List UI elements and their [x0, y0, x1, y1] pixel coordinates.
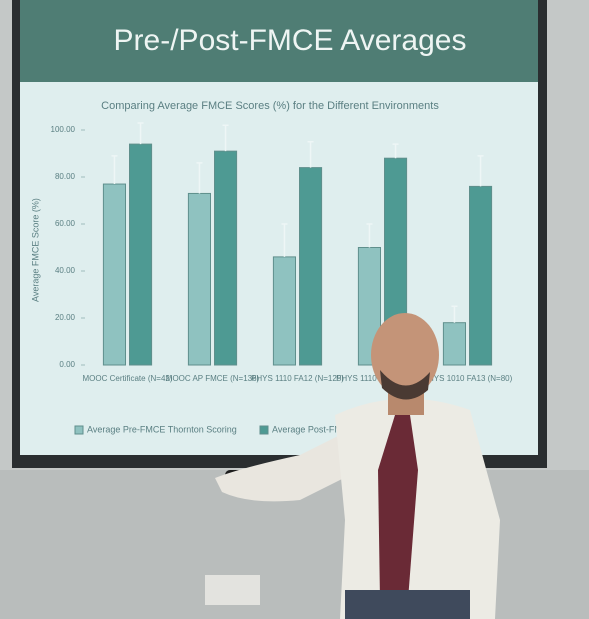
y-tick-label: 100.00: [51, 125, 76, 134]
legend-label: Average Pre-FMCE Thornton Scoring: [87, 424, 237, 434]
bar: [215, 151, 237, 365]
y-tick-label: 0.00: [59, 360, 75, 369]
shirt: [335, 399, 500, 619]
legend-swatch: [75, 426, 83, 434]
bar: [443, 323, 465, 365]
page: {"chart_data": {"type": "bar", "title": …: [0, 0, 589, 619]
legend-swatch: [260, 426, 268, 434]
y-tick-label: 40.00: [55, 266, 76, 275]
x-tick-label: PHYS 1110 FA12 (N=125): [251, 374, 344, 383]
bar: [130, 144, 152, 365]
scene: Pre-/Post-FMCE Averages Comparing Averag…: [0, 0, 589, 619]
x-tick-label: MOOC AP FMCE (N=136): [166, 374, 260, 383]
trousers: [345, 590, 470, 619]
y-tick-label: 60.00: [55, 219, 76, 228]
x-tick-label: MOOC Certificate (N=42): [82, 374, 172, 383]
bar: [103, 184, 125, 365]
bar: [273, 257, 295, 365]
chart-subtitle: Comparing Average FMCE Scores (%) for th…: [101, 100, 439, 112]
y-axis-label: Average FMCE Score (%): [30, 198, 40, 302]
y-tick-label: 80.00: [55, 172, 76, 181]
slide-title: Pre-/Post-FMCE Averages: [114, 24, 467, 57]
outlet: [205, 575, 260, 605]
y-tick-label: 20.00: [55, 313, 76, 322]
bar: [470, 186, 492, 365]
bar: [188, 193, 210, 365]
head: [371, 313, 439, 397]
bar: [300, 168, 322, 365]
x-tick-label: PHYS 1010 FA13 (N=80): [423, 374, 513, 383]
